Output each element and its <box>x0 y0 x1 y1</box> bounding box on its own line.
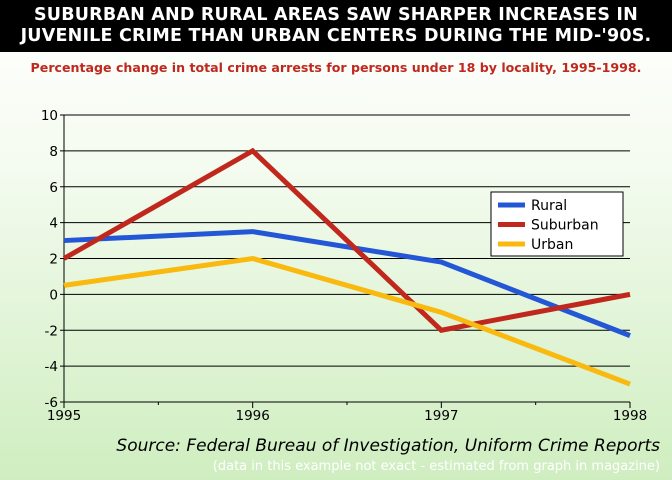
legend-label-rural: Rural <box>531 198 567 214</box>
y-tick-label: 4 <box>49 216 58 232</box>
y-tick-label: 10 <box>41 108 58 124</box>
y-tick-label: -6 <box>45 395 58 411</box>
chart-title: SUBURBAN AND RURAL AREAS SAW SHARPER INC… <box>0 0 672 52</box>
series-line-urban <box>63 255 631 387</box>
x-tick-label: 1998 <box>613 408 647 424</box>
data-note: (data in this example not exact - estima… <box>212 459 660 474</box>
x-tick-labels: 1995 1996 1997 1998 <box>47 408 647 424</box>
y-tick-labels: -6 -4 -2 0 2 4 6 8 10 <box>41 108 58 411</box>
legend-label-urban: Urban <box>531 237 573 253</box>
chart-title-line-1: SUBURBAN AND RURAL AREAS SAW SHARPER INC… <box>34 5 638 25</box>
legend-label-suburban: Suburban <box>531 218 599 234</box>
y-tick-label: 8 <box>49 144 58 160</box>
legend: Rural Suburban Urban <box>490 191 624 257</box>
chart-title-line-2: JUVENILE CRIME THAN URBAN CENTERS DURING… <box>20 26 652 46</box>
source-credit: Source: Federal Bureau of Investigation,… <box>116 436 660 456</box>
series-line-suburban <box>62 147 631 333</box>
series-lines <box>62 147 631 387</box>
x-tick-label: 1997 <box>424 408 458 424</box>
y-tick-label: -2 <box>45 323 58 339</box>
y-tick-label: 6 <box>49 180 58 196</box>
y-tick-label: -4 <box>45 359 58 375</box>
axes <box>60 114 631 408</box>
x-tick-label: 1996 <box>235 408 269 424</box>
chart-subtitle: Percentage change in total crime arrests… <box>30 60 642 75</box>
y-tick-label: 0 <box>49 287 58 303</box>
x-tick-label: 1995 <box>47 408 81 424</box>
series-line-rural <box>63 229 631 338</box>
y-tick-label: 2 <box>49 252 58 268</box>
